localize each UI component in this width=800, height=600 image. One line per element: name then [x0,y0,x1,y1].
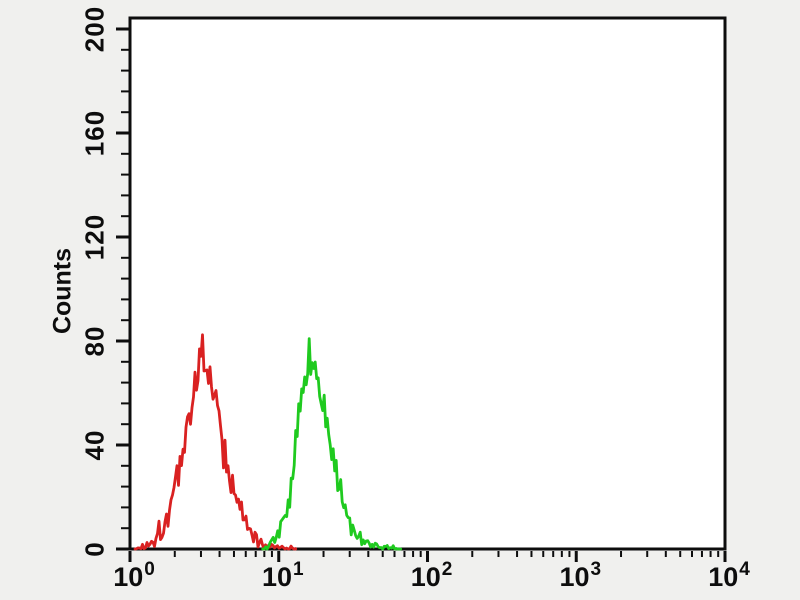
plot-frame [128,16,727,551]
green-histogram-curve [261,337,403,551]
red-histogram-curve [133,333,298,551]
